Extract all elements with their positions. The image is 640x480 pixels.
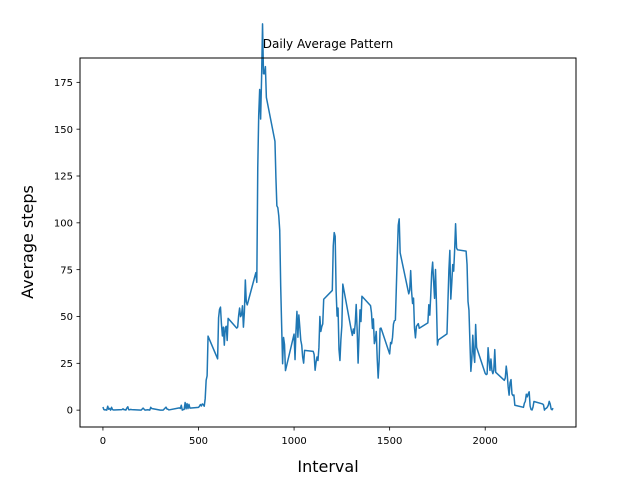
y-tick-label: 100 bbox=[54, 218, 73, 229]
x-tick-label: 1500 bbox=[377, 436, 402, 447]
series-line-0 bbox=[102, 23, 554, 411]
plot-series bbox=[102, 23, 554, 411]
x-axis: 0 500 1000 1500 2000 bbox=[100, 427, 498, 447]
y-tick-label: 25 bbox=[60, 359, 73, 370]
y-tick-label: 0 bbox=[67, 406, 73, 417]
y-tick-label: 75 bbox=[60, 265, 73, 276]
y-tick-label: 150 bbox=[54, 125, 73, 136]
x-axis-label: Interval bbox=[297, 457, 358, 476]
y-tick-label: 125 bbox=[54, 172, 73, 183]
x-tick-label: 2000 bbox=[472, 436, 497, 447]
y-tick-label: 175 bbox=[54, 78, 73, 89]
plot-frame bbox=[79, 57, 577, 428]
chart-title: Daily Average Pattern bbox=[263, 37, 393, 51]
y-axis-label: Average steps bbox=[18, 185, 37, 299]
x-tick-label: 500 bbox=[189, 436, 208, 447]
y-axis: 0 25 50 75 100 125 150 175 bbox=[54, 78, 80, 417]
y-tick-label: 50 bbox=[60, 312, 73, 323]
x-tick-label: 1000 bbox=[281, 436, 306, 447]
x-tick-label: 0 bbox=[100, 436, 106, 447]
